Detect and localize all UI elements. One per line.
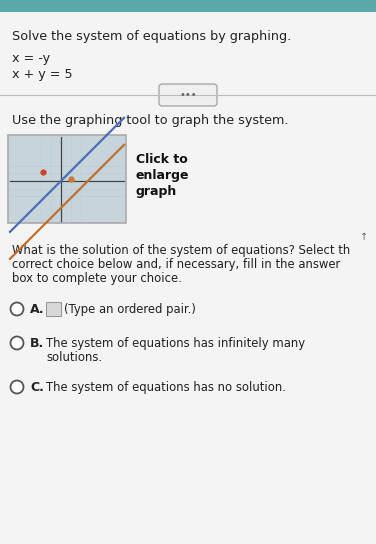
- FancyBboxPatch shape: [45, 301, 61, 316]
- Text: ↑: ↑: [360, 232, 368, 242]
- Text: correct choice below and, if necessary, fill in the answer: correct choice below and, if necessary, …: [12, 258, 340, 271]
- Text: enlarge: enlarge: [136, 169, 190, 182]
- Text: Use the graphing tool to graph the system.: Use the graphing tool to graph the syste…: [12, 114, 288, 127]
- FancyBboxPatch shape: [0, 0, 376, 12]
- Circle shape: [11, 380, 23, 393]
- Text: B.: B.: [30, 337, 44, 350]
- Text: The system of equations has infinitely many: The system of equations has infinitely m…: [46, 337, 305, 350]
- FancyBboxPatch shape: [0, 12, 376, 544]
- FancyBboxPatch shape: [159, 84, 217, 106]
- Text: solutions.: solutions.: [46, 351, 102, 364]
- Text: x + y = 5: x + y = 5: [12, 68, 73, 81]
- Text: Click to: Click to: [136, 153, 188, 166]
- Text: The system of equations has no solution.: The system of equations has no solution.: [46, 381, 286, 394]
- Text: graph: graph: [136, 185, 177, 198]
- Text: x = -y: x = -y: [12, 52, 50, 65]
- Circle shape: [11, 337, 23, 349]
- Text: A.: A.: [30, 303, 45, 316]
- FancyBboxPatch shape: [8, 135, 126, 223]
- Text: •••: •••: [179, 90, 197, 100]
- Text: Solve the system of equations by graphing.: Solve the system of equations by graphin…: [12, 30, 291, 43]
- Text: What is the solution of the system of equations? Select th: What is the solution of the system of eq…: [12, 244, 350, 257]
- Circle shape: [11, 302, 23, 316]
- Text: (Type an ordered pair.): (Type an ordered pair.): [64, 303, 196, 316]
- Text: box to complete your choice.: box to complete your choice.: [12, 272, 182, 285]
- Text: C.: C.: [30, 381, 44, 394]
